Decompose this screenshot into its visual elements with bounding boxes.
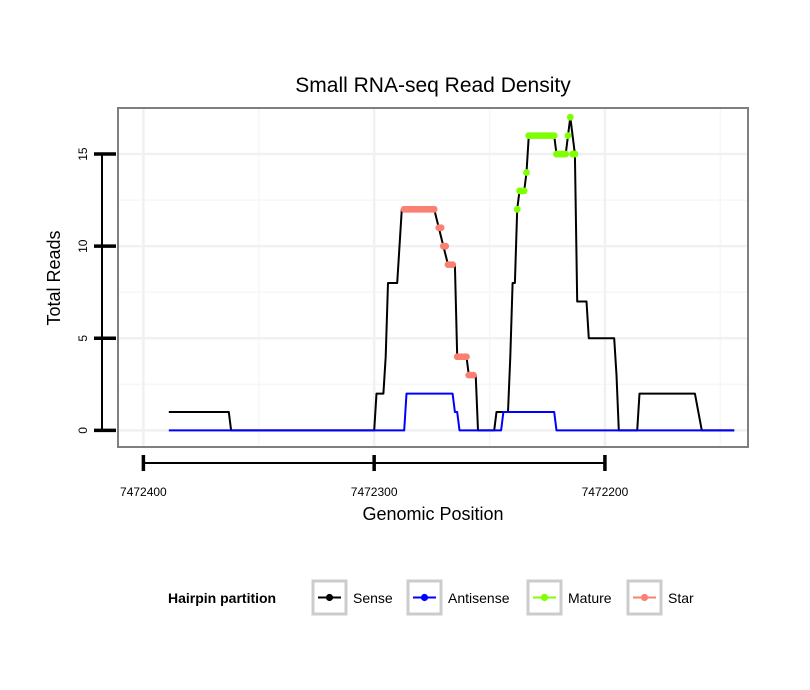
- data-point-star: [463, 353, 470, 361]
- data-point-mature: [562, 150, 570, 158]
- legend-key-point: [640, 593, 649, 602]
- legend-label: Antisense: [448, 590, 510, 606]
- x-tick-label: 7472200: [582, 485, 629, 499]
- legend-key-point: [325, 593, 334, 602]
- y-tick-label: 0: [76, 427, 90, 434]
- data-point-star: [442, 242, 450, 250]
- series-lines: [168, 116, 735, 432]
- data-point-mature: [523, 169, 530, 176]
- legend: Hairpin partition Sense Antisense Mature St…: [168, 579, 694, 616]
- data-point-mature: [566, 113, 574, 121]
- legend-title: Hairpin partition: [168, 590, 276, 606]
- y-axis: 0 5 10 15: [76, 147, 116, 434]
- legend-item-star: Star: [626, 579, 694, 616]
- data-point-mature: [571, 150, 579, 158]
- legend-item-sense: Sense: [311, 579, 393, 616]
- data-point-star: [430, 205, 438, 213]
- y-tick-label: 15: [76, 147, 90, 161]
- series-line-sense: [168, 116, 735, 432]
- data-point-mature: [550, 132, 558, 140]
- legend-key-point: [420, 593, 429, 602]
- data-point-star: [449, 261, 457, 269]
- legend-key-point: [540, 593, 549, 602]
- plot-background: [118, 108, 748, 447]
- legend-label: Mature: [568, 590, 612, 606]
- legend-label: Sense: [353, 590, 393, 606]
- plot-area: [118, 108, 748, 447]
- legend-item-antisense: Antisense: [406, 579, 510, 616]
- data-point-star: [437, 224, 445, 232]
- series-line-antisense: [168, 392, 735, 432]
- x-axis: 7472400 7472300 7472200: [120, 455, 629, 499]
- x-tick-label: 7472300: [351, 485, 398, 499]
- data-point-mature: [564, 132, 572, 140]
- x-axis-title: Genomic Position: [362, 504, 503, 524]
- y-tick-label: 5: [76, 335, 90, 342]
- plot-frame: [117, 107, 749, 448]
- series-points: [400, 113, 579, 379]
- data-point-mature: [513, 205, 521, 213]
- y-axis-title: Total Reads: [44, 230, 64, 325]
- legend-item-mature: Mature: [526, 579, 612, 616]
- plot-border: [117, 107, 749, 448]
- chart-title: Small RNA-seq Read Density: [295, 74, 571, 97]
- legend-label: Star: [668, 590, 694, 606]
- data-point-mature: [520, 187, 528, 195]
- data-point-star: [469, 371, 477, 379]
- x-tick-label: 7472400: [120, 485, 167, 499]
- y-tick-label: 10: [76, 239, 90, 253]
